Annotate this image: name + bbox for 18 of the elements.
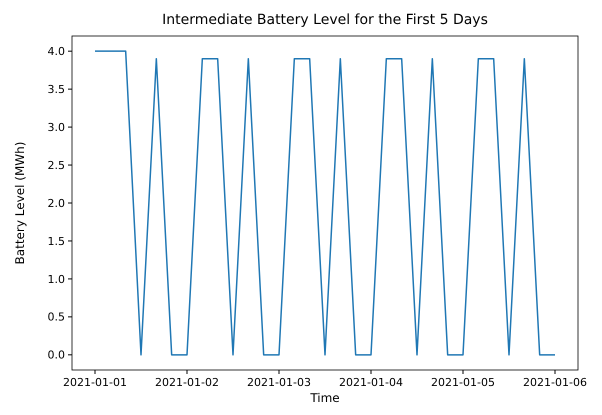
x-tick-label: 2021-01-03 [247,376,311,389]
y-tick-label: 2.0 [48,196,65,210]
y-tick-label: 1.5 [48,234,65,248]
x-tick-label: 2021-01-04 [339,376,403,389]
y-tick-label: 2.5 [48,158,65,172]
x-tick-label: 2021-01-01 [63,376,127,389]
y-tick-label: 0.0 [48,348,65,362]
y-tick-label: 1.0 [48,272,65,286]
y-tick-label: 3.0 [48,120,65,134]
y-tick-label: 4.0 [48,45,65,58]
y-axis-title: Battery Level (MWh) [13,142,27,264]
y-tick-label: 3.5 [48,82,65,96]
chart-title: Intermediate Battery Level for the First 5 Days [162,12,488,28]
x-tick-label: 2021-01-02 [155,376,219,389]
x-tick-label: 2021-01-05 [431,376,495,389]
x-tick-label: 2021-01-06 [523,376,587,389]
x-axis-title: Time [309,391,340,405]
y-tick-label: 0.5 [48,310,65,324]
